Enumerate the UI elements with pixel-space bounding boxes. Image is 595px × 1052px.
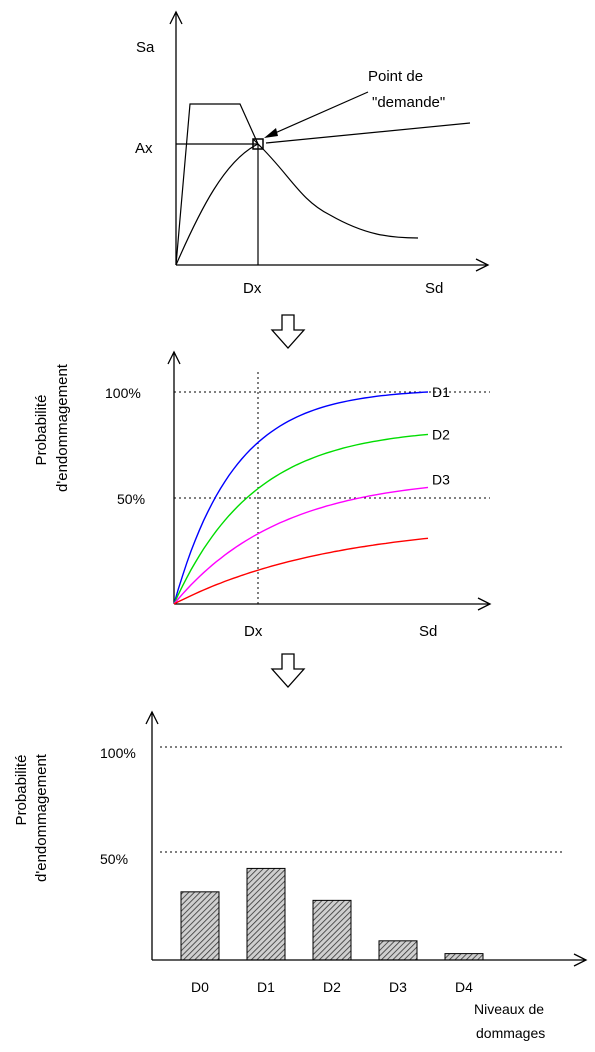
p3-bars [180, 867, 484, 961]
panel-damage-distribution: D0 D1 D2 D3 D4 100% 50% Probabilité d'endomm… [13, 710, 588, 1041]
p1-y-axis-arrow [169, 10, 183, 25]
p1-x-axis-arrow [475, 258, 490, 272]
p1-demand-spectrum [175, 103, 419, 266]
p1-annotation-arrowhead-upper [264, 128, 278, 138]
p1-annotation-line1: Point de [368, 68, 423, 85]
p3-category-labels: D0 D1 D2 D3 D4 [191, 979, 473, 995]
p1-annotation-line2: "demande" [372, 94, 445, 111]
p2-curve-d3 [173, 486, 429, 605]
p1-dx-label: Dx [243, 280, 262, 297]
p2-tick-50: 50% [117, 491, 145, 507]
p3-category-label-d4: D4 [455, 979, 473, 995]
p2-curve-label-d3: D3 [432, 471, 450, 487]
p1-annotation-arrow-lower [265, 122, 471, 144]
p2-y-axis-label-line2: d'endommagement [54, 363, 71, 492]
p2-y-axis-label-line1: Probabilité [33, 395, 50, 466]
p3-category-label-d3: D3 [389, 979, 407, 995]
p3-bar-d4 [444, 953, 484, 961]
p3-y-axis-label-line1: Probabilité [13, 755, 30, 826]
p3-tick-50: 50% [100, 851, 128, 867]
p3-y-axis-label-line2: d'endommagement [33, 753, 50, 882]
p2-curve-d2 [173, 433, 429, 605]
p3-category-label-d2: D2 [323, 979, 341, 995]
p2-curve-label-d1: D1 [432, 384, 450, 400]
p3-y-axis-arrow [145, 710, 159, 725]
p2-x-axis-label: Sd [419, 623, 437, 640]
p2-curve-label-d2: D2 [432, 426, 450, 442]
p1-demand-point [252, 138, 264, 150]
p3-x-axis-label-line1: Niveaux de [474, 1001, 544, 1017]
p1-y-axis-label: Sa [136, 39, 155, 56]
p2-curves: D1 D2 D3 [173, 384, 450, 605]
panel-fragility-curves: D1 D2 D3 100% 50% Dx Sd Probabilité d'endo… [33, 350, 492, 640]
p1-ax-label: Ax [135, 140, 153, 157]
p1-x-axis-label: Sd [425, 280, 443, 297]
p2-x-axis-arrow [477, 597, 492, 611]
hollow-down-arrow-icon [270, 653, 306, 688]
p3-bar-d1 [246, 867, 286, 961]
p2-curve-d1 [173, 391, 429, 605]
p2-y-axis-arrow [167, 350, 181, 365]
panel-demand-diagram: Sa Ax Dx Sd Point de "demande" [135, 10, 490, 297]
p2-dx-label: Dx [244, 623, 263, 640]
p3-bar-d2 [312, 899, 352, 961]
p3-x-axis-arrow [573, 953, 588, 967]
p3-x-axis-label-line2: dommages [476, 1025, 545, 1041]
hollow-down-arrow-icon [270, 314, 306, 349]
p3-category-label-d1: D1 [257, 979, 275, 995]
p1-annotation-arrow-upper [265, 91, 369, 138]
p3-category-label-d0: D0 [191, 979, 209, 995]
p3-bar-d0 [180, 891, 220, 961]
p1-capacity-curve [175, 143, 259, 266]
p2-curve-d4 [173, 537, 429, 605]
p3-bar-d3 [378, 940, 418, 961]
p3-tick-100: 100% [100, 745, 136, 761]
p2-tick-100: 100% [105, 385, 141, 401]
